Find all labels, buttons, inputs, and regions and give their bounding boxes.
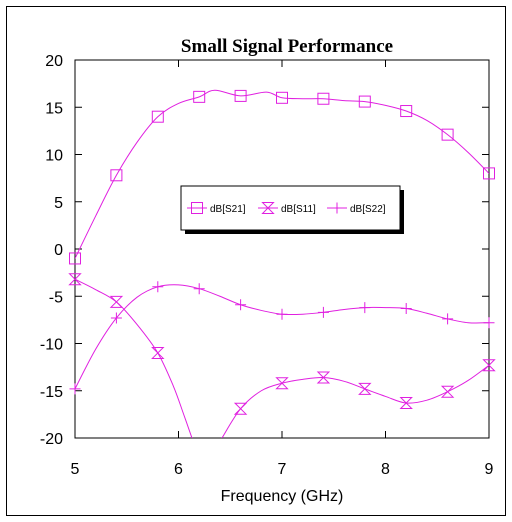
data-point-dbs22 — [69, 383, 81, 395]
data-point-dbs22 — [483, 317, 495, 329]
legend-marker — [191, 202, 203, 214]
legend-marker — [261, 202, 275, 214]
y-tick-label: -15 — [40, 384, 63, 401]
data-point-dbs11 — [482, 359, 496, 372]
series-line-dbs11 — [221, 364, 489, 438]
x-axis: 5 6 7 8 9 — [71, 60, 494, 478]
data-point-dbs21 — [400, 105, 413, 118]
data-point-dbs22 — [276, 308, 288, 320]
legend-label: dB[S21] — [210, 204, 246, 215]
y-tick-label: -20 — [40, 431, 63, 448]
data-point-dbs11 — [68, 273, 82, 286]
y-tick-label: 5 — [54, 195, 63, 212]
data-point-dbs21 — [151, 110, 164, 123]
x-tick-label: 5 — [71, 461, 80, 478]
data-point-dbs21 — [193, 90, 206, 103]
data-point-dbs21 — [276, 91, 288, 104]
data-point-dbs11 — [151, 346, 165, 359]
y-tick-label: 0 — [54, 242, 63, 259]
data-point-dbs21 — [317, 92, 330, 105]
data-point-dbs21 — [69, 252, 81, 265]
data-point-dbs22 — [235, 299, 247, 311]
data-point-dbs22 — [152, 281, 164, 293]
data-point-dbs22 — [193, 283, 205, 295]
series-line-dbs21 — [75, 89, 489, 259]
data-point-dbs21 — [358, 95, 371, 108]
data-point-dbs11 — [109, 295, 124, 308]
series-line-dbs11 — [75, 278, 193, 438]
data-point-dbs21 — [234, 89, 247, 102]
legend-box — [180, 185, 401, 231]
y-axis: 20 15 10 5 0 -5 -10 -15 -20 — [40, 53, 489, 448]
legend: dB[S21] dB[S11] dB[S22] — [180, 185, 404, 234]
data-point-dbs21 — [441, 128, 454, 141]
y-tick-label: -10 — [40, 337, 63, 354]
y-tick-label: 20 — [45, 53, 63, 70]
legend-label: dB[S22] — [350, 204, 386, 215]
x-tick-label: 6 — [174, 461, 183, 478]
data-point-dbs21 — [110, 169, 123, 182]
y-tick-label: 15 — [45, 100, 63, 117]
data-point-dbs11 — [275, 377, 289, 390]
y-tick-label: 10 — [45, 148, 63, 165]
markers-layer — [68, 89, 496, 415]
data-point-dbs22 — [110, 312, 122, 324]
x-axis-label: Frequency (GHz) — [221, 488, 344, 505]
data-point-dbs11 — [233, 402, 248, 415]
legend-label: dB[S11] — [281, 204, 316, 215]
chart-title: Small Signal Performance — [181, 36, 393, 57]
x-tick-label: 7 — [278, 461, 287, 478]
legend-marker — [331, 202, 343, 214]
x-tick-label: 8 — [381, 461, 390, 478]
data-point-dbs11 — [440, 385, 455, 398]
data-point-dbs11 — [316, 371, 331, 384]
y-tick-label: -5 — [49, 289, 63, 306]
data-point-dbs22 — [400, 303, 412, 315]
x-tick-label: 9 — [485, 461, 494, 478]
data-point-dbs22 — [442, 313, 454, 325]
data-point-dbs22 — [317, 306, 329, 318]
data-point-dbs22 — [359, 302, 371, 314]
data-point-dbs11 — [358, 382, 372, 395]
data-point-dbs21 — [483, 167, 495, 180]
plot-area — [74, 59, 490, 439]
data-point-dbs11 — [399, 397, 413, 410]
